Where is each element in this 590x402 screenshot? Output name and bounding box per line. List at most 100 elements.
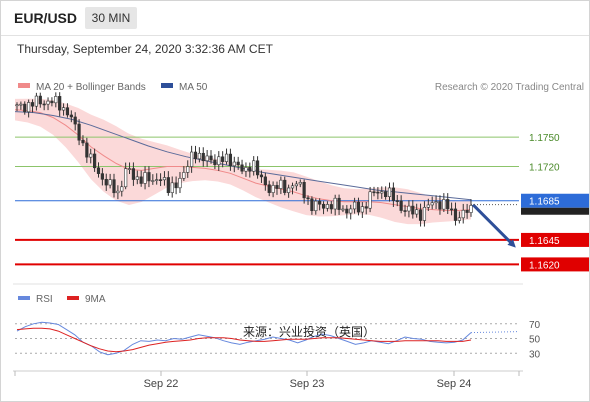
rsi-legend-swatch: [18, 296, 30, 300]
level-labels: 1.1750 1.1720 1.1685 1.1645 1.1620: [471, 133, 589, 272]
x-tick-label: Sep 22: [144, 378, 179, 390]
candle-body: [100, 173, 104, 180]
candle-body: [461, 209, 465, 219]
level-label-box-support: [521, 257, 589, 272]
candle-body: [430, 202, 434, 206]
candle-body: [232, 161, 236, 167]
rsi-tick-label: 50: [529, 335, 541, 346]
candle-body: [96, 167, 101, 174]
candle-body: [345, 208, 349, 214]
candle-body: [415, 209, 419, 215]
candle-body: [372, 191, 376, 194]
ma50-legend-swatch: [161, 83, 173, 88]
candle-body: [170, 182, 174, 193]
ma20-line: [14, 109, 472, 211]
rsi-ma-legend-label: 9MA: [85, 294, 106, 305]
candlesticks: [15, 92, 473, 227]
candle-body: [380, 191, 384, 194]
candle-body: [178, 177, 182, 189]
rsi-legend-label: RSI: [36, 294, 53, 305]
candle-body: [112, 179, 116, 194]
candle-body: [352, 201, 357, 210]
candle-body: [209, 155, 213, 161]
candle-body: [54, 96, 58, 104]
candle-body: [23, 103, 27, 113]
candle-body: [38, 95, 42, 105]
candle-body: [267, 184, 271, 193]
candle-body: [399, 200, 403, 211]
rsi-ma-line: [16, 327, 472, 353]
candle-body: [166, 177, 170, 193]
candle-body: [275, 185, 279, 189]
candle-body: [310, 198, 314, 212]
candle-body: [46, 100, 50, 105]
last-price-box: [521, 207, 589, 215]
candle-body: [244, 167, 248, 172]
candle-body: [395, 200, 399, 202]
symbol-title: EUR/USD: [14, 10, 78, 26]
candle-body: [27, 102, 31, 113]
candle-body: [438, 201, 442, 210]
rsi-ma-legend-swatch: [67, 296, 79, 300]
candle-body: [469, 205, 473, 213]
candle-body: [85, 142, 89, 158]
ma50-legend-label: MA 50: [179, 82, 208, 93]
candle-body: [42, 103, 46, 106]
candle-body: [263, 176, 267, 186]
candle-body: [302, 182, 306, 199]
candle-body: [131, 168, 136, 180]
candle-body: [201, 152, 205, 162]
rsi-tick-label: 70: [529, 320, 541, 331]
candle-body: [457, 217, 461, 221]
candle-body: [364, 206, 368, 209]
candle-body: [182, 172, 186, 179]
candle-body: [104, 178, 108, 186]
candle-body: [139, 176, 143, 184]
candle-body: [108, 179, 112, 186]
candle-body: [298, 182, 302, 185]
candle-body: [186, 166, 190, 173]
candle-body: [217, 156, 221, 165]
timeframe-button[interactable]: 30 MIN: [85, 7, 137, 29]
candle-body: [255, 160, 260, 176]
candle-body: [446, 199, 450, 210]
candle-body: [205, 155, 209, 162]
candle-body: [30, 102, 35, 107]
candle-body: [391, 187, 395, 201]
rsi-tick-label: 30: [529, 349, 541, 360]
candle-body: [50, 100, 54, 104]
forecast: [471, 203, 516, 248]
candle-body: [449, 208, 454, 211]
candle-body: [294, 183, 298, 187]
candle-body: [120, 186, 124, 192]
candle-body: [442, 199, 446, 210]
candle-body: [221, 156, 225, 162]
candle-body: [155, 179, 159, 181]
rsi-projection: [470, 331, 520, 334]
candle-body: [453, 208, 458, 221]
candle-body: [407, 205, 411, 212]
candle-body: [77, 123, 81, 141]
candle-body: [314, 200, 318, 212]
candle-body: [411, 205, 415, 215]
candle-body: [376, 191, 380, 194]
candle-body: [224, 153, 229, 162]
candle-body: [174, 182, 178, 189]
candle-body: [434, 201, 438, 204]
candle-body: [93, 153, 97, 169]
candle-body: [147, 172, 151, 182]
candle-body: [283, 179, 287, 193]
candle-body: [418, 209, 423, 221]
candle-body: [190, 151, 194, 167]
level-label-box-current: [521, 193, 589, 208]
candle-body: [69, 114, 73, 118]
x-tick-label: Sep 24: [437, 378, 472, 390]
candle-body: [19, 103, 23, 106]
credit-text: Research © 2020 Trading Central: [435, 82, 584, 93]
level-label-box-support: [521, 232, 589, 247]
candle-body: [271, 185, 275, 193]
candle-body: [116, 190, 120, 194]
candle-body: [349, 208, 353, 214]
candle-body: [73, 116, 77, 125]
